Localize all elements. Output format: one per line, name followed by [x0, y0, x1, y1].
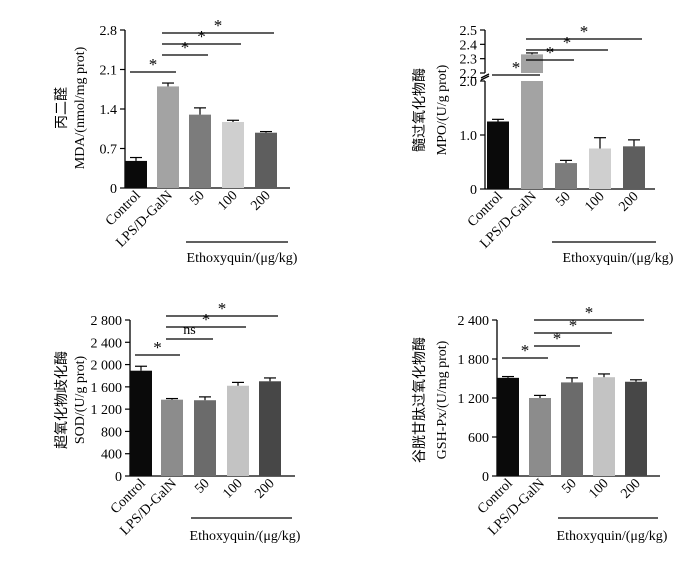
chart-panel-4: 0 600 1 200 1 800 2 400 谷胱甘肽过氧化物酶 GSH-Px/(U/mg… — [412, 303, 668, 544]
y-axis-label: 谷胱甘肽过氧化物酶 — [412, 337, 428, 463]
bar-2 — [529, 398, 551, 476]
x-tick-label: 100 — [220, 476, 245, 501]
y-tick-label: 2 000 — [91, 359, 123, 374]
bar-1 — [130, 370, 152, 476]
y-tick-label: 2.5 — [460, 24, 478, 39]
x-tick-label: 200 — [618, 476, 643, 501]
x-tick-label: 200 — [252, 476, 277, 501]
y-tick-label: 1 200 — [458, 392, 490, 407]
x-tick-label: 200 — [248, 188, 273, 213]
y-tick-label: 400 — [101, 448, 122, 463]
x-tick-label: 50 — [553, 189, 574, 210]
y-tick-label: 1.0 — [460, 129, 478, 144]
y-tick-label: 2.4 — [460, 38, 478, 53]
significance-label: ns — [183, 323, 195, 338]
significance-label: * — [218, 299, 227, 318]
significance-label: * — [546, 43, 555, 62]
bar-1 — [487, 121, 509, 189]
y-axis-label: SOD/(U/g prot) — [73, 356, 88, 445]
y-axis-label: GSH-Px/(U/mg prot) — [435, 340, 450, 459]
chart-panel-3: 0 400 800 1 200 1 600 2 000 2 400 2 800 超氧化物歧化酶 S… — [54, 299, 301, 544]
axis-break-mark — [480, 75, 490, 81]
group-label: Ethoxyquin/(μg/kg) — [557, 529, 668, 544]
significance-label: * — [585, 303, 594, 322]
y-axis-label: MDA/(nmol/mg prot) — [73, 46, 88, 169]
significance-label: * — [580, 22, 589, 41]
x-tick-label: 50 — [192, 476, 213, 497]
bar-5 — [625, 381, 647, 476]
significance-label: * — [197, 27, 206, 46]
axis-break-mark — [480, 73, 490, 79]
y-axis-label: 丙二醛 — [54, 87, 70, 129]
bar-4 — [593, 377, 615, 476]
bar-1 — [497, 377, 519, 476]
y-tick-label: 0 — [110, 182, 117, 197]
y-tick-label: 0 — [115, 470, 122, 485]
y-tick-label: 1 600 — [91, 381, 123, 396]
x-tick-label: 200 — [616, 189, 641, 214]
y-tick-label: 0 — [470, 183, 477, 198]
y-axis-label: 超氧化物歧化酶 — [54, 351, 70, 449]
y-tick-label: 2.1 — [100, 64, 118, 79]
significance-label: * — [512, 58, 521, 77]
y-axis-label: MPO/(U/g prot) — [435, 64, 450, 155]
significance-label: * — [153, 338, 162, 357]
group-label: Ethoxyquin/(μg/kg) — [190, 529, 301, 544]
bar-3 — [561, 382, 583, 476]
y-tick-label: 1 800 — [458, 353, 490, 368]
bar-4 — [227, 385, 249, 476]
x-tick-label: 100 — [215, 188, 240, 213]
bar-4 — [589, 148, 611, 189]
y-tick-label: 1.4 — [100, 103, 118, 118]
bar-3 — [189, 114, 211, 188]
bar-2 — [161, 399, 183, 476]
y-tick-label: 2 800 — [91, 314, 123, 329]
significance-label: * — [563, 33, 572, 52]
bar-2 — [521, 54, 543, 189]
y-tick-label: 800 — [101, 425, 122, 440]
y-tick-label: 2.3 — [460, 53, 478, 68]
bar-3 — [194, 400, 216, 476]
y-tick-label: 2 400 — [91, 336, 123, 351]
y-tick-label: 0 — [482, 470, 489, 485]
bar-5 — [623, 146, 645, 189]
x-tick-label: 50 — [187, 188, 208, 209]
bar-2 — [157, 86, 179, 188]
bar-4 — [222, 121, 244, 188]
significance-label: * — [521, 341, 530, 360]
significance-label: * — [202, 310, 211, 329]
significance-label: * — [149, 55, 158, 74]
x-tick-label: 50 — [559, 476, 580, 497]
bar-break-gap — [520, 73, 544, 81]
x-tick-label: 100 — [586, 476, 611, 501]
y-tick-label: 1 200 — [91, 403, 123, 418]
significance-label: * — [214, 16, 223, 35]
bar-5 — [259, 381, 281, 476]
x-tick-label: 100 — [582, 189, 607, 214]
y-tick-label: 600 — [468, 431, 489, 446]
y-tick-label: 0.7 — [100, 143, 118, 158]
significance-label: * — [181, 38, 190, 57]
y-tick-label: 2.2 — [460, 67, 478, 82]
group-label: Ethoxyquin/(μg/kg) — [563, 251, 674, 266]
y-axis-label: 髓过氧化物酶 — [412, 68, 428, 152]
significance-label: * — [553, 329, 562, 348]
bar-5 — [255, 132, 277, 188]
y-tick-label: 2 400 — [458, 314, 490, 329]
y-tick-label: 2.0 — [460, 75, 478, 90]
significance-label: * — [569, 316, 578, 335]
group-label: Ethoxyquin/(μg/kg) — [187, 251, 298, 266]
y-tick-label: 2.8 — [100, 24, 118, 39]
bar-3 — [555, 163, 577, 189]
bar-1 — [125, 160, 147, 188]
